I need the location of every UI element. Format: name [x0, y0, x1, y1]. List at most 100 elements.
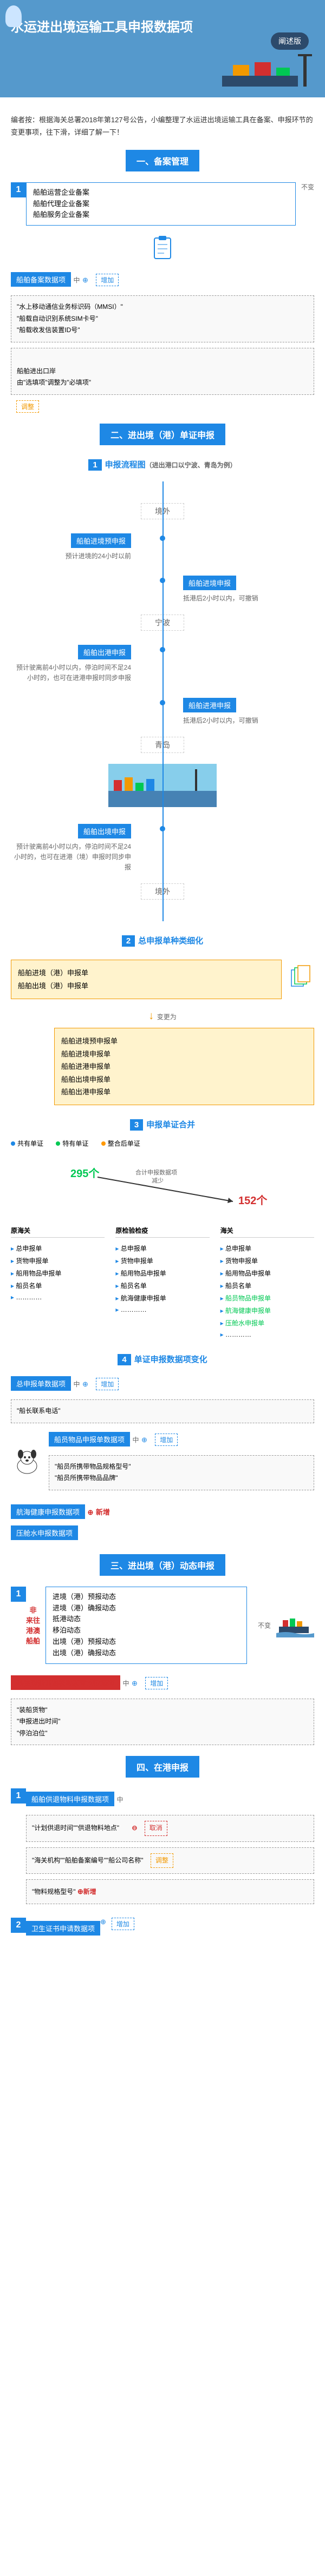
- d2-label: 船员物品申报单数据项: [49, 1432, 130, 1446]
- col2-list: 总申报单 货物申报单 船用物品申报单 船员名单 航海健康申报单 …………: [115, 1242, 209, 1315]
- tl-i5-note: 预计驶离前4小时以内，停泊时间不足24小时的，也可在进港（境）申报时同步申报: [11, 842, 131, 873]
- mascot-icon: [5, 5, 22, 27]
- s2-sub2: 2总申报单种类细化: [11, 935, 314, 946]
- d1-add: 增加: [96, 1378, 119, 1390]
- c1-0: 总申报单: [11, 1242, 105, 1254]
- tl-i4-label: 船舶进港申报: [183, 698, 236, 712]
- count-after: 152个: [238, 1194, 268, 1207]
- col3-list: 总申报单 货物申报单 船用物品申报单 船员名单 船员物品申报单 航海健康申报单 …: [220, 1242, 314, 1340]
- plus-icon-5: ⊕: [132, 1679, 138, 1687]
- col1-list: 总申报单 货物申报单 船用物品申报单 船员名单 …………: [11, 1242, 105, 1303]
- s1-label-data: 船舶备案数据项: [11, 272, 71, 287]
- tl-i2-label: 船舶进境申报: [183, 576, 236, 590]
- s4-cancel: 取消: [145, 1821, 167, 1836]
- plus-icon-2: ⊕: [82, 1380, 88, 1388]
- c2-0: 总申报单: [115, 1242, 209, 1254]
- section-1-title: 一、备案管理: [126, 150, 199, 171]
- leg0: 共有单证: [17, 1140, 43, 1147]
- s1-line2: 船舶代理企业备案: [33, 199, 289, 210]
- sub1-text: 申报流程图: [105, 460, 146, 470]
- reduction-chart: 295个 合计申报数据项 减少 152个: [11, 1161, 314, 1215]
- c1-3: 船员名单: [11, 1279, 105, 1292]
- tl-i2-note: 抵港后2小时以内，可撤销: [183, 593, 314, 604]
- change-arrow: ↓ 变更为: [11, 1010, 314, 1022]
- clipboard-icon: [11, 234, 314, 263]
- s3-tag: 不变: [258, 1621, 271, 1630]
- sub2-text: 总申报单种类细化: [138, 936, 203, 946]
- s3-mid: 中: [122, 1680, 129, 1687]
- c2-5: …………: [115, 1304, 209, 1315]
- s4-mid: 中: [116, 1796, 123, 1804]
- docs-comparison: 原海关 总申报单 货物申报单 船用物品申报单 船员名单 ………… 原检验检疫 总…: [11, 1226, 314, 1340]
- tl-i3-note: 预计驶离前4小时以内，停泊时间不足24小时的，也可在进港申报时同步申报: [11, 663, 131, 683]
- d3-new: 新增: [96, 1508, 110, 1516]
- c2-2: 船用物品申报单: [115, 1267, 209, 1279]
- c1-1: 货物申报单: [11, 1254, 105, 1267]
- c3-3: 船员名单: [220, 1279, 314, 1292]
- s3-item-1: 1 非 来往 港澳 船舶 进境（港）预报动态 进境（港）确报动态 抵港动态 移泊…: [11, 1587, 314, 1664]
- c3-4: 船员物品申报单: [220, 1292, 314, 1304]
- plus-icon-4: ⊕: [87, 1508, 93, 1516]
- plus-icon-6: ⊕: [100, 1918, 106, 1926]
- plus-icon-3: ⊕: [141, 1436, 147, 1444]
- leg2: 整合后单证: [108, 1140, 140, 1147]
- cargo-ship-icon: [276, 1610, 314, 1640]
- s4-add: 增加: [112, 1918, 134, 1930]
- ship-illustration: [211, 49, 320, 92]
- sub1-note: （进出港口以宁波、青岛为例）: [146, 461, 237, 469]
- s1-line3: 船舶服务企业备案: [33, 209, 289, 221]
- d1-item: "船长联系电话": [11, 1399, 314, 1423]
- c1-2: 船用物品申报单: [11, 1267, 105, 1279]
- page-header: 水运进出境运输工具申报数据项 阐述版: [0, 0, 325, 97]
- s4-new: 新增: [83, 1888, 96, 1895]
- col3-hd: 海关: [220, 1226, 314, 1238]
- c3-2: 船用物品申报单: [220, 1267, 314, 1279]
- s1-note1: "水上移动通信业务标识码（MMSI）" "船载自动识别系统SIM卡号" "船载收…: [11, 295, 314, 342]
- c2-1: 货物申报单: [115, 1254, 209, 1267]
- section-2-title: 二、进出境（港）单证申报: [100, 424, 225, 445]
- d2-item: "船员所携带物品规格型号" "船员所携带物品品牌": [49, 1455, 314, 1490]
- add-tag: 增加: [96, 274, 119, 286]
- c3-1: 货物申报单: [220, 1254, 314, 1267]
- s4-label2: 卫生证书申请数据项: [26, 1921, 100, 1936]
- s4-item-2: 2 卫生证书申请数据项 ⊕ 增加: [11, 1918, 314, 1939]
- svg-text:减少: 减少: [152, 1177, 164, 1184]
- s1-item-1: 1 船舶运营企业备案 船舶代理企业备案 船舶服务企业备案 不变: [11, 182, 314, 226]
- box2a: 船舶进境（港）申报单 船舶出境（港）申报单: [11, 960, 282, 999]
- num-s4-2: 2: [11, 1918, 26, 1933]
- tl-i1-label: 船舶进境预申报: [71, 533, 131, 548]
- docs-icon: [287, 965, 314, 994]
- section-4-title: 四、在港申报: [126, 1756, 199, 1778]
- sub3-text: 申报单证合并: [146, 1120, 195, 1130]
- count-before: 295个: [70, 1167, 100, 1180]
- sub4-text: 单证申报数据项变化: [134, 1355, 207, 1364]
- box2b: 船舶进境预申报单 船舶进境申报单 船舶进港申报单 船舶出境申报单 船舶出港申报单: [54, 1028, 314, 1105]
- s4-adj: 调整: [151, 1853, 173, 1868]
- tl-i1-note: 预计进境的24小时以前: [11, 551, 131, 562]
- s3-add: 增加: [145, 1677, 168, 1689]
- intro-text: 编者按：根据海关总署2018年第127号公告，小编整理了水运进出境运输工具在备案…: [11, 114, 314, 139]
- leg1: 特有单证: [62, 1140, 88, 1147]
- s1-note2: 船舶进出口岸 由"选填项"调整为"必填项": [11, 348, 314, 395]
- svg-text:合计申报数据项: 合计申报数据项: [135, 1168, 177, 1176]
- s4-n3: "物料规格型号": [32, 1888, 76, 1895]
- num-s4-1: 1: [11, 1788, 26, 1804]
- s4-n2: "海关机构""船舶备案编号""船公司名称": [32, 1857, 144, 1864]
- s4-n1: "计划供退时间""供退物料地点": [32, 1824, 119, 1832]
- s2-sub4: 4单证申报数据项变化: [11, 1353, 314, 1365]
- adjust-tag: 调整: [16, 400, 39, 413]
- s4-item-1: 1 船舶供退物料申报数据项 中 "计划供退时间""供退物料地点" ⊖ 取消 "海…: [11, 1788, 314, 1910]
- s4-label1: 船舶供退物料申报数据项: [26, 1792, 114, 1806]
- mid-text: 中: [73, 276, 80, 284]
- unchanged-tag: 不变: [301, 182, 314, 191]
- s2-sub1: 1申报流程图（进出港口以宁波、青岛为例）: [11, 459, 314, 471]
- c2-3: 船员名单: [115, 1279, 209, 1292]
- c3-5: 航海健康申报单: [220, 1304, 314, 1317]
- s3-note: "装船货物" "申报进出时间" "停泊泊位": [11, 1699, 314, 1746]
- col1-hd: 原海关: [11, 1226, 105, 1238]
- s1-line1: 船舶运营企业备案: [33, 187, 289, 199]
- s2-sub3: 3申报单证合并: [11, 1119, 314, 1130]
- s1-note2-text: 船舶进出口岸 由"选填项"调整为"必填项": [17, 367, 91, 387]
- c3-6: 压舱水申报单: [220, 1317, 314, 1329]
- s3-items: 进境（港）预报动态 进境（港）确报动态 抵港动态 移泊动态 出境（港）预报动态 …: [46, 1587, 247, 1664]
